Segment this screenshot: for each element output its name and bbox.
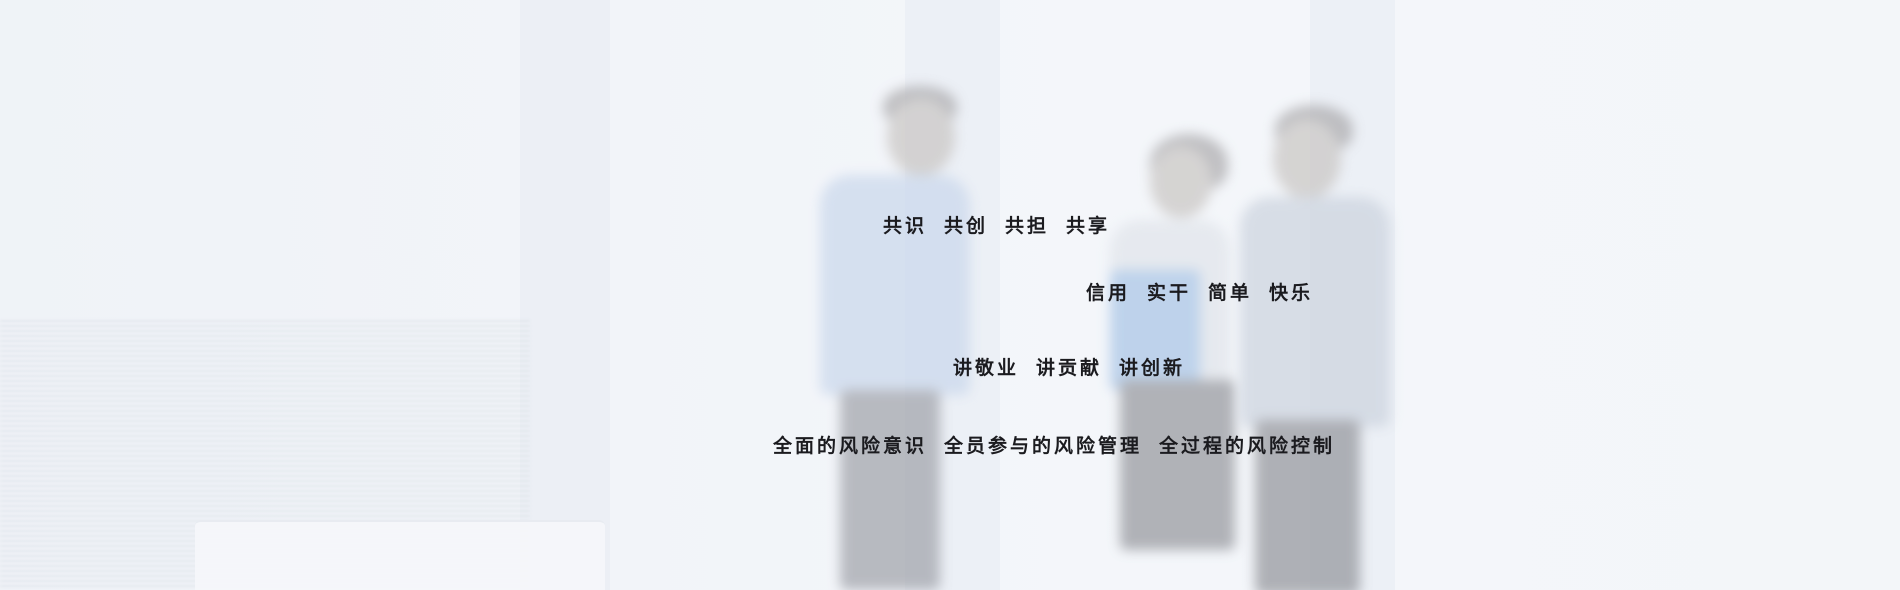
- motto-item: 讲贡献: [1036, 357, 1103, 379]
- motto-item: 简单: [1208, 282, 1253, 304]
- motto-item: 实干: [1147, 282, 1192, 304]
- motto-line-3: 讲敬业 讲贡献 讲创新: [953, 353, 1185, 380]
- motto-item: 共创: [944, 215, 989, 237]
- motto-line-4: 全面的风险意识 全员参与的风险管理 全过程的风险控制: [773, 431, 1335, 458]
- motto-item: 讲创新: [1119, 357, 1186, 379]
- motto-line-1: 共识 共创 共担 共享: [883, 211, 1110, 238]
- motto-line-2: 信用 实干 简单 快乐: [1086, 278, 1313, 305]
- motto-item: 全员参与的风险管理: [944, 435, 1143, 457]
- motto-item: 全过程的风险控制: [1159, 435, 1336, 457]
- person-man-right: [1215, 105, 1390, 590]
- motto-item: 全面的风险意识: [773, 435, 928, 457]
- motto-item: 共识: [883, 215, 928, 237]
- person-man-left: [805, 80, 970, 590]
- motto-item: 共担: [1005, 215, 1050, 237]
- motto-item: 共享: [1066, 215, 1111, 237]
- window-frame-left: [520, 0, 610, 590]
- motto-item: 讲敬业: [953, 357, 1020, 379]
- motto-item: 信用: [1086, 282, 1131, 304]
- motto-item: 快乐: [1269, 282, 1314, 304]
- office-desk: [195, 520, 605, 590]
- person-woman-middle: [1070, 130, 1235, 590]
